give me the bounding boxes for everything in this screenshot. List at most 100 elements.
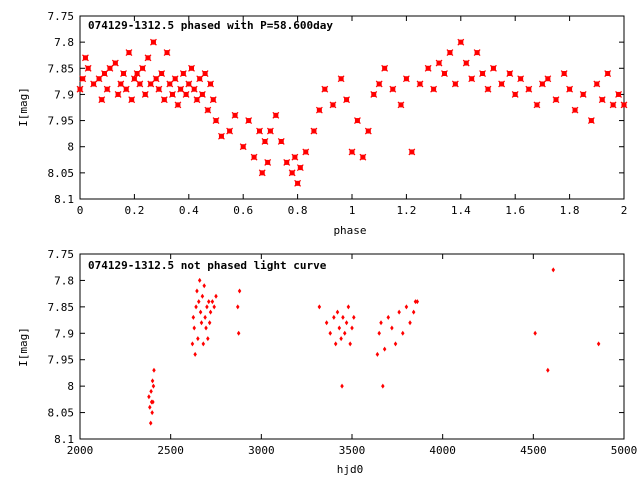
phased-data-point [451,80,459,88]
phased-data-point [294,179,302,187]
unphased-data-point [411,309,416,315]
unphased-data-point [200,293,205,299]
unphased-data-point [149,388,153,394]
unphased-data-point [408,320,412,326]
unphased-ytick-label: 7.85 [48,301,75,314]
unphased-ytick-label: 8 [67,380,74,393]
phased-data-point [207,80,214,88]
phased-data-point [190,85,198,93]
phased-ytick-label: 8.1 [54,193,74,206]
unphased-axes: 2000 2500 3000 3500 4000 4500 5000 7.75 7.8 7.85 7… [48,248,638,457]
unphased-data-point [205,304,209,310]
phased-data-point [120,70,127,77]
phased-data-point [593,80,601,88]
phased-ytick-label: 7.75 [48,10,75,23]
phased-data-point [533,101,541,109]
unphased-data-point [350,325,354,331]
unphased-plot-frame [79,253,625,440]
phased-data-point [615,91,622,98]
phased-data-point [479,70,486,77]
phased-data-point [125,49,133,57]
unphased-data-point [348,341,352,347]
phased-data-point [76,85,84,93]
phased-data-point [101,70,108,77]
unphased-data-point [147,394,151,400]
unphased-data-point [192,325,196,331]
unphased-data-point [197,277,202,283]
unphased-data-point [551,267,556,273]
phased-data-point [163,49,171,57]
phased-data-point [144,54,152,62]
unphased-xtick-label: 2000 [67,444,94,457]
phased-data-point [329,101,337,109]
phased-xtick-label: 0.6 [233,204,253,217]
phased-axes: 0 0.2 0.4 0.6 0.8 1 1.2 1.4 1.6 1.8 2 7.75 7.8 7.85 7.… [48,10,628,217]
phased-data-point [288,169,296,177]
unphased-data-point [352,314,356,320]
phased-data-point [571,106,579,114]
unphased-title: 074129-1312.5 not phased light curve [88,259,327,272]
unphased-data-point [339,336,343,342]
phased-data-point [359,153,367,161]
phased-data-point [560,70,568,77]
phased-data-point [122,85,130,93]
phased-xtick-label: 1.2 [396,204,416,217]
phased-data-point [266,127,274,135]
phased-data-point [185,80,193,88]
phased-xtick-label: 0.8 [288,204,308,217]
phased-xtick-label: 2 [621,204,628,217]
unphased-data-point [199,320,204,326]
phased-ylabel: I[mag] [17,87,30,127]
phased-data-point [177,85,185,93]
phased-data-point [95,75,103,83]
unphased-data-point [151,399,155,405]
phased-data-point [103,85,111,93]
unphased-data-point [379,320,383,326]
phased-data-point [310,127,318,135]
unphased-data-point [332,314,336,320]
phased-data-point [604,70,612,77]
unphased-data-point [151,383,156,389]
unphased-data-point [214,293,218,299]
phased-data-point [579,91,587,98]
phased-data-point [441,70,448,77]
unphased-data-point [333,341,338,347]
unphased-data-point [196,336,200,342]
phased-data-point [315,106,323,114]
phased-data-point [256,127,263,135]
unphased-data-point [342,330,347,336]
phased-data-point [150,38,157,46]
unphased-ytick-label: 7.8 [54,274,74,287]
phased-xtick-label: 0 [77,204,84,217]
phased-data-point [188,64,195,72]
phased-data-point [166,80,174,88]
unphased-xtick-label: 3500 [339,444,366,457]
phased-ytick-label: 7.85 [48,62,75,75]
phased-data-point [424,64,432,72]
phased-data-point [370,91,378,98]
unphased-panel: 2000 2500 3000 3500 4000 4500 5000 7.75 7.8 7.85 7… [17,248,637,476]
phased-data-point [381,64,389,72]
unphased-data-point [381,383,385,389]
phased-data-point [98,96,106,104]
phased-plot-frame [79,15,625,200]
phased-data-point [106,64,114,72]
phased-ytick-label: 7.9 [54,88,74,101]
unphased-data-point [207,320,212,326]
phased-data-point [84,64,92,72]
phased-points [76,38,628,187]
phased-data-point [337,75,345,83]
unphased-xtick-label: 3000 [248,444,275,457]
unphased-data-point [328,330,332,336]
unphased-data-point [198,309,203,315]
phased-data-point [544,75,552,83]
phased-data-point [473,49,481,57]
phased-ytick-label: 8.05 [48,167,75,180]
phased-data-point [283,158,291,166]
unphased-data-point [340,383,344,389]
phased-data-point [296,164,304,172]
unphased-xtick-label: 4500 [520,444,547,457]
phased-data-point [90,80,98,88]
unphased-data-point [397,309,401,315]
unphased-data-point [150,410,154,416]
